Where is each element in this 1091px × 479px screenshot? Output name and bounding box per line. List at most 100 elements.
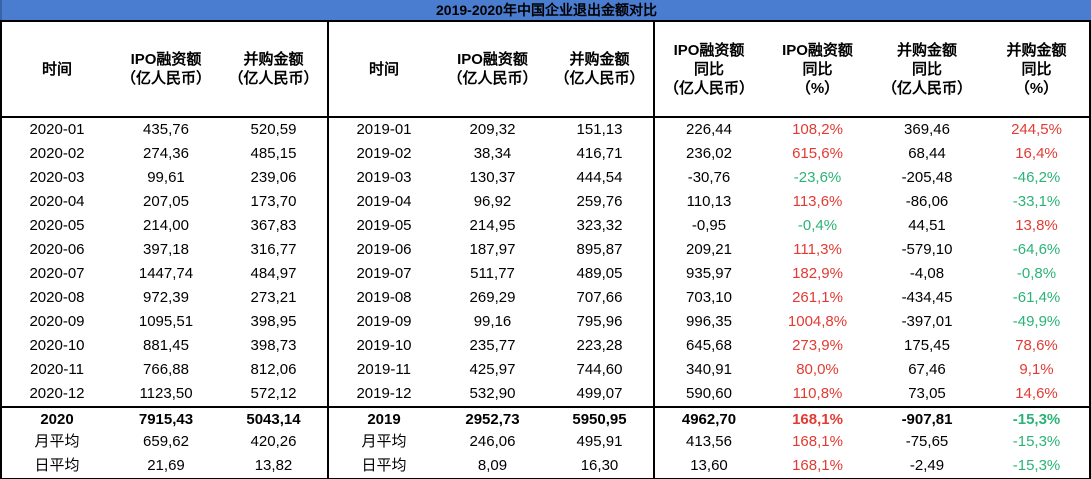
table-cell: 5950,95 xyxy=(546,406,653,430)
table-cell: 99,16 xyxy=(473,313,512,330)
table-cell: 168,1% xyxy=(763,406,872,430)
table-cell: -46,2% xyxy=(1012,169,1061,186)
column-header-line: 同比 xyxy=(802,60,833,78)
table-cell: 2019-04 xyxy=(327,190,439,214)
table-cell: 2020-12 xyxy=(29,385,85,402)
table-cell: 2020-11 xyxy=(30,361,84,378)
table-cell: 261,1% xyxy=(792,289,843,306)
table-cell: 2019-02 xyxy=(327,142,439,166)
table-cell: 2019-01 xyxy=(327,118,439,142)
table-cell: 367,83 xyxy=(250,217,297,234)
table-cell: 935,97 xyxy=(653,262,763,286)
table-cell: 168,1% xyxy=(792,433,843,450)
table-cell: 7915,43 xyxy=(112,406,220,430)
column-header-line: （亿人民币） xyxy=(228,70,319,87)
column-header-line: 同比 xyxy=(693,60,724,78)
table-cell: 2020-04 xyxy=(29,193,85,210)
table-cell: 520,59 xyxy=(250,121,297,138)
table-cell: 273,9% xyxy=(792,337,843,354)
column-header-line: （亿人民币） xyxy=(120,70,211,87)
table-cell: -397,01 xyxy=(901,313,953,330)
column-header-line: IPO融资额 xyxy=(457,51,528,68)
table-cell: 207,05 xyxy=(143,193,189,210)
table-cell: 13,60 xyxy=(653,454,763,478)
table-cell: 398,73 xyxy=(250,337,297,354)
table-cell: 168,1% xyxy=(792,457,843,474)
table-cell: 187,97 xyxy=(469,241,516,258)
column-header: 并购金额 同比 （亿人民币） xyxy=(872,22,982,118)
column-header-line: 并购金额 xyxy=(569,51,630,68)
table-cell: 615,6% xyxy=(792,145,843,162)
table-cell: 209,32 xyxy=(469,121,516,138)
table-cell: 2019-10 xyxy=(327,334,439,358)
table-cell: 80,0% xyxy=(796,361,839,378)
table-cell: 68,44 xyxy=(908,145,946,162)
table-cell: 113,6% xyxy=(792,193,843,210)
table-cell: -23,6% xyxy=(793,169,842,186)
table-cell: 13,8% xyxy=(1015,217,1058,234)
table-cell: 707,66 xyxy=(576,289,623,306)
table-cell: -579,10 xyxy=(901,241,953,258)
table-cell: 日平均 xyxy=(327,454,439,478)
table-cell: 21,69 xyxy=(147,457,185,474)
table-cell: 175,45 xyxy=(904,337,950,354)
table-cell: 月平均 xyxy=(327,430,439,454)
table-cell: 2019-05 xyxy=(327,214,439,238)
table-cell: 67,46 xyxy=(908,361,946,378)
table-cell: 703,10 xyxy=(653,286,763,310)
table-cell: 2019-06 xyxy=(327,238,439,262)
column-header-line: 并购金额 xyxy=(896,41,957,59)
table-cell: 269,29 xyxy=(469,289,516,306)
table-cell: 246,06 xyxy=(469,433,516,450)
column-header: 并购金额 （亿人民币） xyxy=(546,22,653,118)
table-cell: 2019-07 xyxy=(327,262,439,286)
table-cell: 5043,14 xyxy=(220,406,327,430)
table-cell: 2019-09 xyxy=(327,310,439,334)
table-cell: 2020 xyxy=(2,406,112,430)
table-cell: 209,21 xyxy=(653,238,763,262)
table-cell: 9,1% xyxy=(1019,361,1054,378)
table-cell: 14,6% xyxy=(1015,385,1058,402)
table-cell: -2,49 xyxy=(909,457,945,474)
column-header-line: （亿人民币） xyxy=(447,70,538,87)
column-header-line: IPO融资额 xyxy=(130,51,202,68)
table-cell: 495,91 xyxy=(576,433,623,450)
column-header-line: （亿人民币） xyxy=(554,70,645,87)
table-cell: 398,95 xyxy=(250,313,297,330)
table-cell: 1004,8% xyxy=(787,313,848,330)
table-cell: 413,56 xyxy=(653,430,763,454)
table-cell: -0,95 xyxy=(653,214,763,238)
column-header: IPO融资额 （亿人民币） xyxy=(112,22,220,118)
table-cell: 2019-03 xyxy=(327,166,439,190)
table-cell: 2020-02 xyxy=(29,145,85,162)
table-cell: 16,4% xyxy=(1015,145,1058,162)
table-cell: 795,96 xyxy=(576,313,623,330)
table-cell: 110,13 xyxy=(653,190,763,214)
table-cell: 499,07 xyxy=(576,385,623,402)
table-cell: 2020-05 xyxy=(29,217,85,234)
table-cell: 236,02 xyxy=(653,142,763,166)
table-cell: -205,48 xyxy=(901,169,953,186)
table-cell: 511,77 xyxy=(470,265,515,282)
table-cell: 214,95 xyxy=(469,217,516,234)
table-cell: -49,9% xyxy=(1012,313,1061,330)
table-cell: 416,71 xyxy=(576,145,623,162)
table-cell: -15,3% xyxy=(1012,433,1061,450)
column-header: IPO融资额 同比 （%） xyxy=(763,22,872,118)
table-cell: 420,26 xyxy=(250,433,297,450)
table-cell: 111,3% xyxy=(793,241,842,258)
table-cell: -86,06 xyxy=(905,193,949,210)
table-cell: -15,3% xyxy=(1012,457,1061,474)
comparison-table: 时间 IPO融资额 （亿人民币） 并购金额 （亿人民币） 时间 IPO融资额 （亿人民币） 并购… xyxy=(0,20,1091,479)
column-header-line: 同比 xyxy=(1021,60,1052,78)
column-header-line: 并购金额 xyxy=(243,51,304,68)
column-header-line: 时间 xyxy=(368,60,399,78)
table-cell: 996,35 xyxy=(653,310,763,334)
table-cell: 214,00 xyxy=(143,217,189,234)
table-cell: 235,77 xyxy=(469,337,516,354)
column-header: IPO融资额 同比 （亿人民币） xyxy=(653,22,763,118)
table-cell: -0,4% xyxy=(797,217,838,234)
table-cell: 435,76 xyxy=(143,121,189,138)
table-cell: 239,06 xyxy=(250,169,297,186)
